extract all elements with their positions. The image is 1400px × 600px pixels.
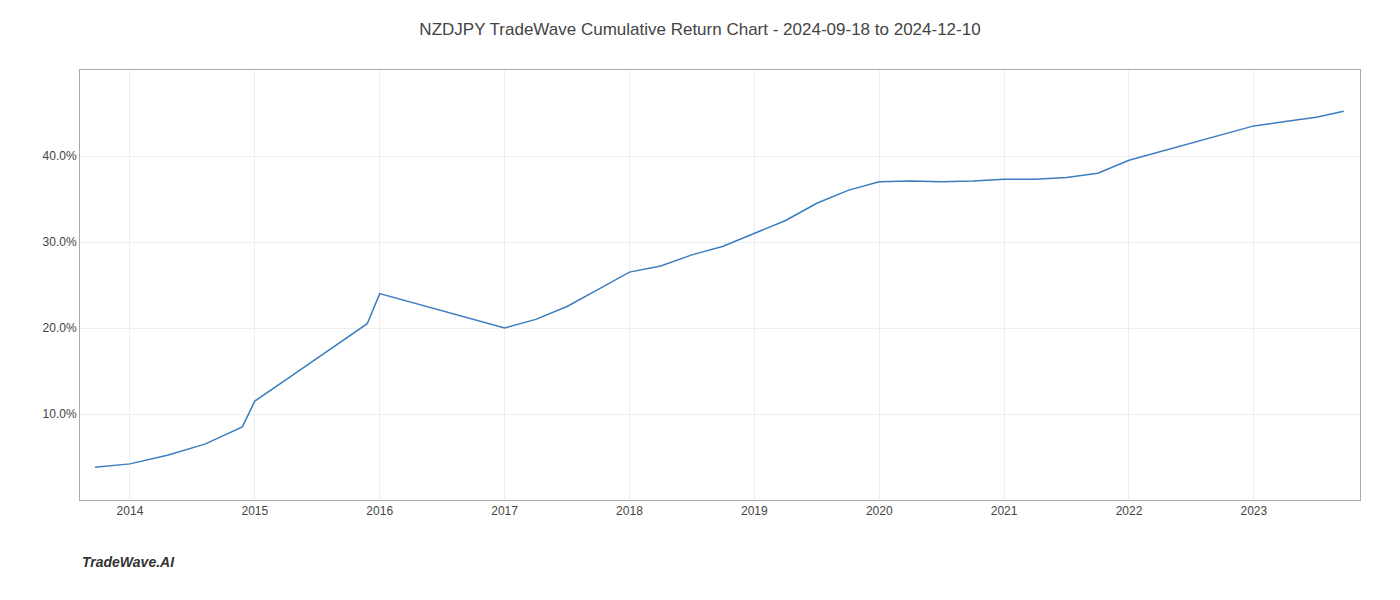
svg-text:10.0%: 10.0%	[43, 407, 77, 421]
svg-text:40.0%: 40.0%	[43, 149, 77, 163]
svg-text:2014: 2014	[117, 504, 144, 518]
svg-text:2022: 2022	[1116, 504, 1143, 518]
svg-text:30.0%: 30.0%	[43, 235, 77, 249]
svg-text:2021: 2021	[991, 504, 1018, 518]
svg-text:TradeWave.AI: TradeWave.AI	[82, 554, 175, 570]
svg-text:2019: 2019	[741, 504, 768, 518]
svg-text:2017: 2017	[491, 504, 518, 518]
svg-text:2018: 2018	[616, 504, 643, 518]
svg-text:2016: 2016	[366, 504, 393, 518]
svg-text:2023: 2023	[1240, 504, 1267, 518]
svg-text:2020: 2020	[866, 504, 893, 518]
svg-text:NZDJPY TradeWave Cumulative Re: NZDJPY TradeWave Cumulative Return Chart…	[419, 20, 980, 39]
svg-text:20.0%: 20.0%	[43, 321, 77, 335]
svg-text:2015: 2015	[241, 504, 268, 518]
